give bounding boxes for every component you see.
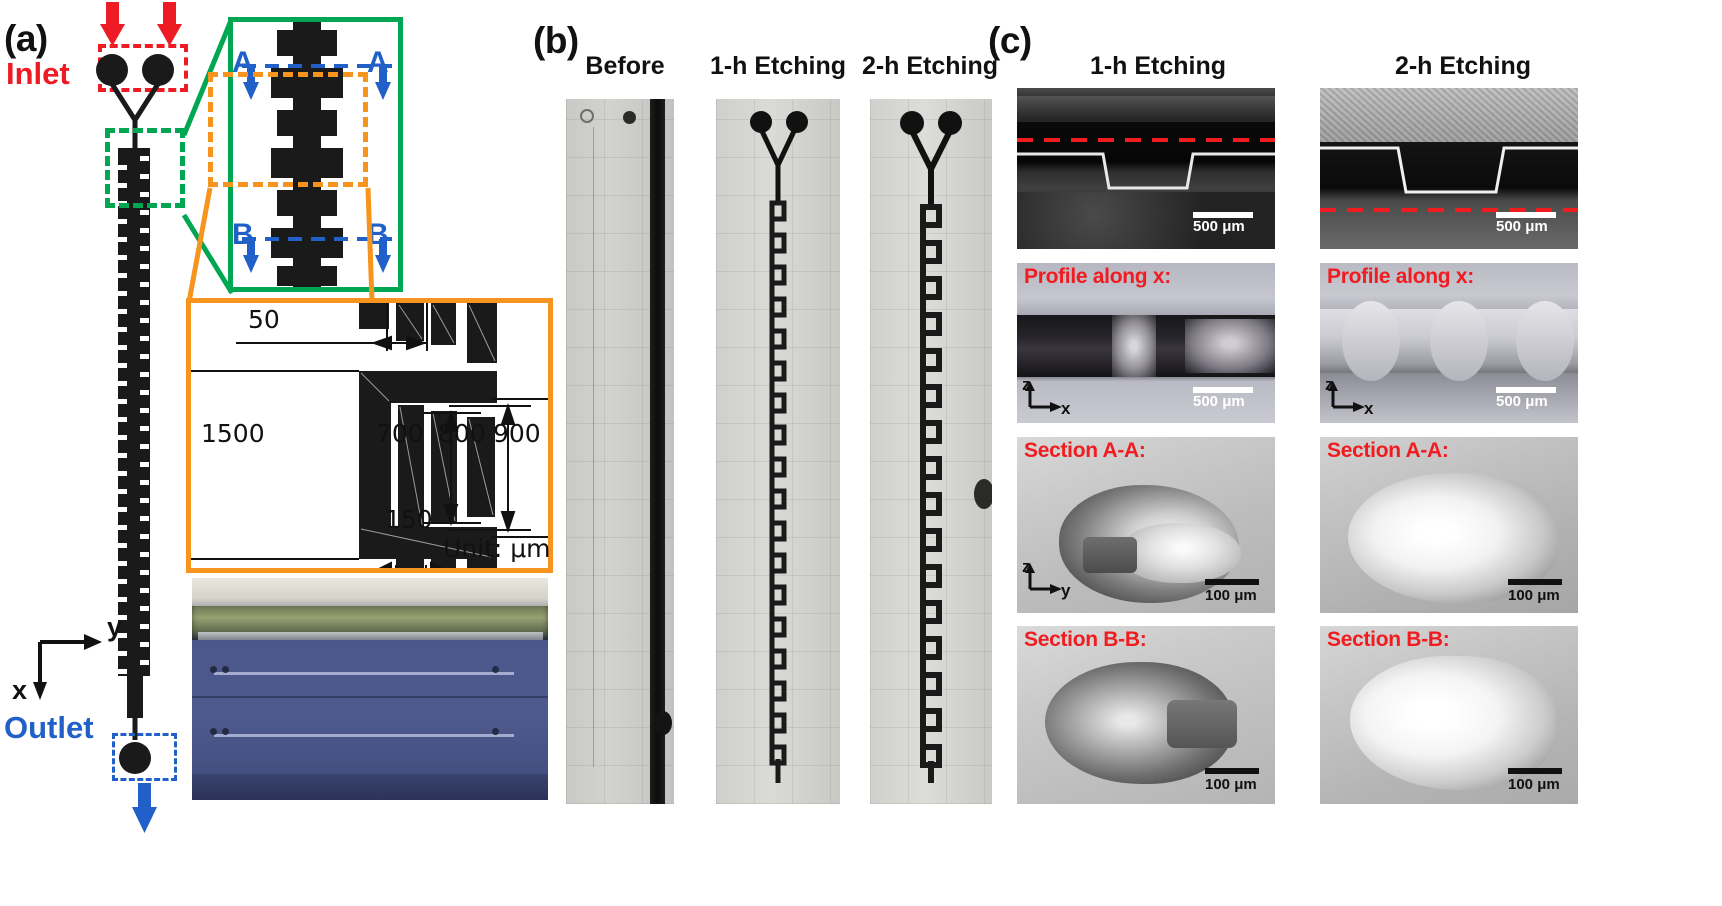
- dimension-1500: 1500: [201, 419, 265, 448]
- dimension-150: 150: [385, 505, 433, 534]
- axes-2h-profile: [1328, 381, 1365, 412]
- section-b-letter-left: B: [232, 218, 254, 251]
- axis-z-2h-profile: z: [1325, 375, 1334, 394]
- label-section-aa-1h: Section A-A:: [1024, 439, 1146, 462]
- label-section-bb-1h: Section B-B:: [1024, 628, 1147, 651]
- scalebar-bar-2h-profile: [1496, 387, 1556, 393]
- scalebar-text-2h-cross: 500 μm: [1496, 218, 1548, 235]
- panel-c-image-2h-cross-section: 500 μm: [1320, 88, 1578, 249]
- panel-c-image-2h-section-aa: Section A-A: 100 μm: [1320, 437, 1578, 613]
- label-profile-along-x-2h: Profile along x:: [1327, 265, 1474, 288]
- panel-c-image-1h-section-bb: Section B-B: 100 μm: [1017, 626, 1275, 804]
- panel-b-image-2h: [870, 99, 992, 804]
- inlet-arrows: [100, 2, 182, 46]
- scalebar-text-1h-section-bb: 100 μm: [1205, 776, 1257, 793]
- axis-z-1h-section-aa: z: [1022, 557, 1031, 576]
- dimension-50: 50: [248, 305, 280, 334]
- panel-c-image-1h-cross-section: 500 μm: [1017, 88, 1275, 249]
- scalebar-bar-1h-section-aa: [1205, 579, 1259, 585]
- coordinate-axes-indicator: [33, 634, 102, 700]
- dimensioned-drawing: [191, 303, 548, 568]
- y-axis-label: y: [107, 612, 123, 642]
- section-a-letter-right: A: [367, 46, 389, 79]
- section-a-letter-left: A: [232, 46, 254, 79]
- panel-c-image-2h-section-bb: Section B-B: 100 μm: [1320, 626, 1578, 804]
- section-b-b-line: [242, 237, 392, 273]
- dimension-900: 900: [493, 419, 541, 448]
- unit-note: Unit: μm: [443, 534, 551, 563]
- axes-1h-section-aa: [1025, 563, 1062, 594]
- scalebar-text-1h-cross: 500 μm: [1193, 218, 1245, 235]
- panel-c-image-2h-profile: Profile along x: z x 500 μm: [1320, 263, 1578, 423]
- dimension-zoom-dashed-box: [208, 72, 368, 187]
- dimensioned-drawing-box: [186, 298, 553, 573]
- scalebar-text-1h-profile: 500 μm: [1193, 393, 1245, 410]
- outlet-label: Outlet: [4, 710, 94, 745]
- dimension-800: 800: [438, 419, 486, 448]
- scalebar-bar-1h-section-bb: [1205, 768, 1259, 774]
- scalebar-text-2h-profile: 500 μm: [1496, 393, 1548, 410]
- panel-c-col-title-2h: 2-h Etching: [1394, 52, 1532, 80]
- inlet-label: Inlet: [6, 56, 70, 91]
- device-photograph: [192, 578, 548, 800]
- axes-1h-profile: [1025, 381, 1062, 412]
- panel-a-letter: (a): [4, 18, 48, 59]
- panel-c-letter: (c): [988, 20, 1032, 61]
- scalebar-bar-1h-cross: [1193, 212, 1253, 218]
- panel-b-col-title-1h: 1-h Etching: [709, 52, 847, 80]
- outlet-dashed-box: [112, 733, 177, 781]
- panel-c-image-1h-section-aa: Section A-A: z y 100 μm: [1017, 437, 1275, 613]
- dimension-700: 700: [376, 419, 424, 448]
- scalebar-text-2h-section-aa: 100 μm: [1508, 587, 1560, 604]
- axis-x-2h-profile: x: [1364, 399, 1374, 418]
- label-section-aa-2h: Section A-A:: [1327, 439, 1449, 462]
- panel-b-letter: (b): [533, 20, 579, 61]
- axis-x-1h-profile: x: [1061, 399, 1071, 418]
- panel-b-image-1h: [716, 99, 840, 804]
- axis-z-1h-profile: z: [1022, 375, 1031, 394]
- scalebar-text-2h-section-bb: 100 μm: [1508, 776, 1560, 793]
- scalebar-bar-1h-profile: [1193, 387, 1253, 393]
- panel-b-col-title-before: Before: [585, 52, 665, 80]
- panel-b-col-title-2h: 2-h Etching: [861, 52, 999, 80]
- outlet-arrow: [132, 783, 157, 833]
- scalebar-bar-2h-section-aa: [1508, 579, 1562, 585]
- panel-b-image-before: [566, 99, 674, 804]
- scalebar-bar-2h-section-bb: [1508, 768, 1562, 774]
- scalebar-bar-2h-cross: [1496, 212, 1556, 218]
- magnified-channel-box: [228, 17, 403, 292]
- x-axis-label: x: [12, 675, 28, 705]
- zoom-region-dashed-box: [105, 128, 185, 208]
- channel-teeth: [118, 148, 150, 676]
- axis-y-1h-section-aa: y: [1061, 581, 1071, 600]
- orange-zoom-connectors: [186, 187, 375, 303]
- scalebar-text-1h-section-aa: 100 μm: [1205, 587, 1257, 604]
- label-profile-along-x-1h: Profile along x:: [1024, 265, 1171, 288]
- label-section-bb-2h: Section B-B:: [1327, 628, 1450, 651]
- panel-c-image-1h-profile: Profile along x: z x 500 μm: [1017, 263, 1275, 423]
- panel-c-col-title-1h: 1-h Etching: [1089, 52, 1227, 80]
